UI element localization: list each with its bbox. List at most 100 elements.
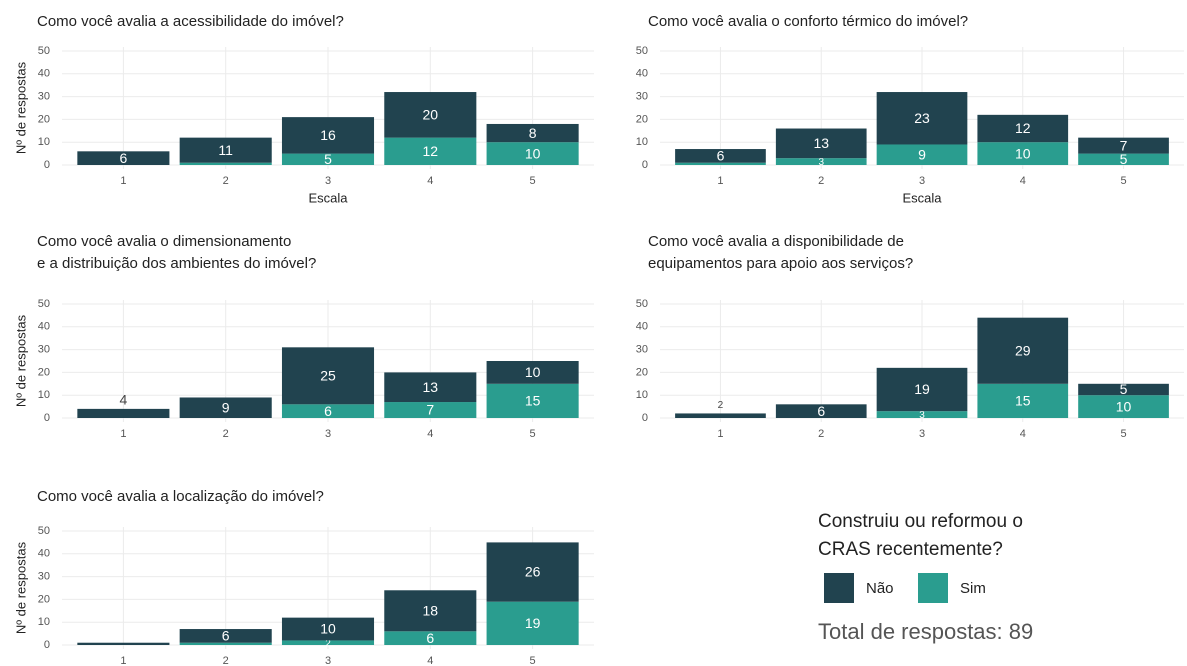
y-tick-label: 30 bbox=[38, 571, 50, 583]
y-tick-label: 50 bbox=[38, 298, 50, 310]
bar-segment bbox=[179, 629, 272, 643]
data-label: 10 bbox=[320, 621, 336, 637]
bar-segment bbox=[876, 92, 968, 145]
y-tick-label: 0 bbox=[44, 159, 50, 171]
note: Total de respostas: 89 bbox=[818, 619, 1033, 644]
bar-segment bbox=[775, 404, 867, 418]
bar-segment bbox=[384, 137, 477, 165]
y-tick-label: 50 bbox=[636, 298, 648, 310]
bar-segment bbox=[675, 149, 766, 163]
x-tick-label: 4 bbox=[427, 175, 433, 187]
y-tick-label: 50 bbox=[38, 525, 50, 537]
x-tick-label: 4 bbox=[1020, 428, 1026, 440]
y-tick-label: 30 bbox=[38, 91, 50, 103]
data-label: 3 bbox=[919, 410, 925, 421]
y-tick-label: 20 bbox=[38, 593, 50, 605]
x-tick-label: 3 bbox=[325, 655, 331, 666]
data-label: 6 bbox=[324, 403, 332, 419]
chart-title: Como você avalia o dimensionamento e a di… bbox=[37, 233, 316, 272]
bar-segment bbox=[384, 92, 477, 138]
y-tick-label: 40 bbox=[38, 548, 50, 560]
bar-segment bbox=[775, 128, 867, 159]
x-axis-label: Escala bbox=[902, 190, 942, 205]
y-tick-label: 20 bbox=[38, 113, 50, 125]
legend-title: Construiu ou reformou o CRAS recentemente… bbox=[818, 511, 1023, 560]
data-label: 5 bbox=[324, 151, 332, 167]
data-label: 25 bbox=[320, 368, 336, 384]
chart-title: Como você avalia a disponibilidade de equ… bbox=[648, 233, 913, 272]
x-tick-label: 4 bbox=[1020, 175, 1026, 187]
bar-segment bbox=[675, 413, 766, 418]
y-tick-label: 30 bbox=[636, 91, 648, 103]
y-axis-label: Nº de respostas bbox=[13, 314, 28, 407]
x-tick-label: 1 bbox=[717, 175, 723, 187]
data-label: 12 bbox=[1015, 120, 1031, 136]
bar-segment bbox=[281, 153, 375, 165]
data-label: 7 bbox=[1120, 137, 1128, 153]
x-tick-label: 2 bbox=[223, 655, 229, 666]
y-tick-label: 10 bbox=[636, 389, 648, 401]
data-label: 15 bbox=[1015, 393, 1031, 409]
data-label: 6 bbox=[717, 148, 725, 164]
x-tick-label: 1 bbox=[120, 175, 126, 187]
data-label: 3 bbox=[818, 157, 824, 168]
y-tick-label: 10 bbox=[38, 616, 50, 628]
bar-segment bbox=[977, 317, 1069, 384]
bar-segment bbox=[281, 404, 375, 418]
bar-segment bbox=[179, 162, 272, 165]
data-label: 20 bbox=[423, 107, 439, 123]
y-tick-label: 0 bbox=[642, 159, 648, 171]
y-tick-label: 40 bbox=[38, 321, 50, 333]
data-label: 2 bbox=[718, 400, 724, 411]
data-label: 10 bbox=[525, 145, 541, 161]
data-label: 11 bbox=[218, 142, 233, 158]
y-tick-label: 10 bbox=[38, 136, 50, 148]
bar-segment bbox=[486, 601, 579, 645]
data-label: 10 bbox=[525, 364, 541, 380]
data-label: 6 bbox=[119, 150, 127, 166]
data-label: 18 bbox=[423, 603, 439, 619]
bar-segment bbox=[77, 151, 170, 165]
bar-segment bbox=[486, 542, 579, 602]
bar-segment bbox=[281, 347, 375, 405]
x-tick-label: 5 bbox=[530, 655, 536, 666]
y-tick-label: 40 bbox=[636, 321, 648, 333]
x-tick-label: 1 bbox=[120, 428, 126, 440]
data-label: 9 bbox=[918, 146, 926, 162]
bar-segment bbox=[977, 383, 1069, 418]
x-tick-label: 3 bbox=[919, 428, 925, 440]
bar-segment bbox=[384, 402, 477, 418]
data-label: 15 bbox=[525, 393, 541, 409]
data-label: 4 bbox=[119, 392, 127, 408]
bar-segment bbox=[486, 142, 579, 165]
x-axis-label: Escala bbox=[308, 190, 348, 205]
x-tick-label: 2 bbox=[818, 428, 824, 440]
bar-segment bbox=[1078, 395, 1169, 418]
y-tick-label: 0 bbox=[44, 639, 50, 651]
data-label: 29 bbox=[1015, 342, 1031, 358]
y-tick-label: 30 bbox=[38, 344, 50, 356]
data-label: 7 bbox=[426, 402, 434, 418]
data-label: 12 bbox=[423, 143, 439, 159]
data-label: 6 bbox=[817, 403, 825, 419]
y-tick-label: 0 bbox=[642, 412, 648, 424]
data-label: 6 bbox=[426, 630, 434, 646]
y-tick-label: 10 bbox=[38, 389, 50, 401]
bar-segment bbox=[384, 631, 477, 645]
x-tick-label: 3 bbox=[325, 175, 331, 187]
x-tick-label: 4 bbox=[427, 428, 433, 440]
data-label: 10 bbox=[1116, 398, 1132, 414]
data-label: 23 bbox=[914, 110, 930, 126]
data-label: 6 bbox=[222, 628, 230, 644]
x-tick-label: 5 bbox=[1120, 428, 1126, 440]
chart-title: Como você avalia a localização do imóvel… bbox=[37, 488, 324, 505]
y-tick-label: 20 bbox=[38, 366, 50, 378]
y-tick-label: 0 bbox=[44, 412, 50, 424]
y-tick-label: 50 bbox=[636, 45, 648, 57]
legend-swatch bbox=[824, 573, 854, 603]
data-label: 9 bbox=[222, 399, 230, 415]
x-tick-label: 1 bbox=[120, 655, 126, 666]
bar-segment bbox=[675, 162, 766, 165]
x-tick-label: 5 bbox=[1120, 175, 1126, 187]
